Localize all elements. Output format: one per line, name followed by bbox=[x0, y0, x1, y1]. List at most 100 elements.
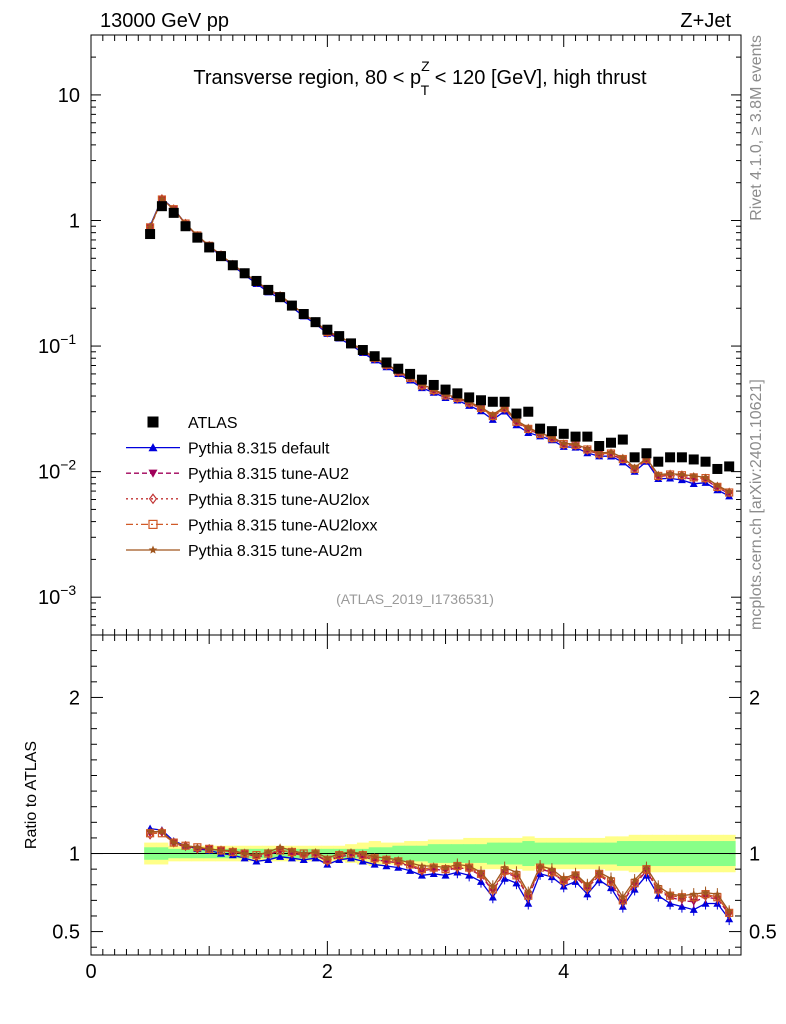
ratio-y-tick-label-left: 1 bbox=[69, 844, 80, 866]
atlas-data-point bbox=[239, 268, 250, 279]
main-point-pythia-8-315-tune-au2m bbox=[607, 448, 615, 456]
ratio-point-pythia-8-315-tune-au2m bbox=[713, 890, 722, 898]
main-axis-ticks bbox=[90, 34, 742, 636]
atlas-data-point bbox=[334, 331, 345, 342]
legend-marker bbox=[148, 519, 158, 530]
main-series-group bbox=[145, 194, 735, 500]
atlas-data-point bbox=[168, 207, 179, 218]
ratio-point-pythia-8-315-tune-au2m bbox=[347, 848, 355, 856]
atlas-data-point bbox=[724, 461, 735, 472]
ratio-point-pythia-8-315-tune-au2m bbox=[465, 862, 473, 870]
main-point-pythia-8-315-tune-au2m bbox=[548, 432, 556, 441]
ratio-point-pythia-8-315-tune-au2m bbox=[619, 893, 627, 901]
main-point-pythia-8-315-tune-au2m bbox=[489, 410, 497, 418]
ratio-y-axis-label: Ratio to ATLAS bbox=[23, 741, 40, 849]
main-point-pythia-8-315-tune-au2m bbox=[595, 449, 603, 457]
ratio-point-pythia-8-315-tune-au2m bbox=[453, 860, 462, 868]
ratio-point-pythia-8-315-tune-au2m bbox=[642, 863, 651, 871]
atlas-data-point bbox=[688, 454, 699, 465]
atlas-data-point bbox=[606, 437, 616, 448]
ratio-panel: 0.5 0.5 1 1 2 2 0 2 4 Ratio to ATLAS bbox=[23, 634, 777, 983]
atlas-data-point bbox=[629, 452, 640, 463]
ratio-point-pythia-8-315-tune-au2m bbox=[181, 841, 190, 849]
main-point-pythia-8-315-tune-au2m bbox=[512, 416, 521, 424]
x-tick-label: 0 bbox=[85, 961, 96, 983]
ratio-point-pythia-8-315-default bbox=[406, 866, 415, 874]
x-tick-label: 2 bbox=[322, 961, 333, 983]
main-point-pythia-8-315-tune-au2m bbox=[713, 481, 722, 489]
ratio-point-pythia-8-315-tune-au2m bbox=[701, 888, 710, 896]
ratio-point-pythia-8-315-tune-au2m bbox=[607, 874, 615, 882]
atlas-data-point bbox=[346, 338, 356, 349]
main-point-pythia-8-315-tune-au2m bbox=[158, 195, 166, 203]
atlas-data-point bbox=[653, 456, 664, 467]
atlas-data-point bbox=[204, 242, 215, 253]
ratio-point-pythia-8-315-tune-au2m bbox=[193, 843, 202, 851]
atlas-data-point bbox=[298, 309, 309, 320]
ratio-y-tick-label-right: 0.5 bbox=[749, 922, 777, 944]
ratio-point-pythia-8-315-tune-au2lox bbox=[418, 865, 426, 876]
main-point-pythia-8-315-tune-au2m bbox=[583, 444, 592, 452]
atlas-data-point bbox=[275, 292, 286, 303]
ratio-point-pythia-8-315-tune-au2m bbox=[583, 880, 592, 888]
ratio-point-pythia-8-315-default bbox=[441, 871, 450, 879]
ratio-y-tick-label-left: 0.5 bbox=[52, 922, 80, 944]
atlas-data-point bbox=[511, 408, 522, 419]
ratio-y-tick-label-right: 1 bbox=[749, 844, 760, 866]
main-point-pythia-8-315-tune-au2m bbox=[689, 471, 698, 480]
atlas-data-point bbox=[263, 284, 274, 295]
ratio-point-pythia-8-315-tune-au2m bbox=[158, 827, 166, 835]
ratio-point-pythia-8-315-default bbox=[276, 852, 285, 860]
legend-marker bbox=[148, 493, 158, 505]
ratio-frame bbox=[90, 634, 742, 956]
main-point-pythia-8-315-tune-au2m bbox=[146, 222, 154, 231]
ratio-point-pythia-8-315-tune-au2m bbox=[630, 876, 639, 884]
atlas-data-point bbox=[546, 426, 557, 437]
main-point-pythia-8-315-tune-au2m bbox=[619, 453, 627, 461]
main-y-tick-label: 10−3 bbox=[38, 582, 76, 609]
main-y-tick-label: 1 bbox=[69, 210, 80, 232]
legend-label: Pythia 8.315 tune-AU2 bbox=[188, 466, 349, 483]
ratio-point-pythia-8-315-tune-au2m bbox=[323, 854, 332, 862]
main-point-pythia-8-315-tune-au2m bbox=[477, 403, 485, 411]
atlas-data-point bbox=[322, 324, 333, 335]
atlas-data-point bbox=[428, 379, 439, 390]
ratio-point-pythia-8-315-tune-au2m bbox=[512, 868, 521, 876]
atlas-data-point bbox=[416, 374, 427, 385]
legend-label: Pythia 8.315 tune-AU2loxx bbox=[188, 517, 377, 534]
ratio-point-pythia-8-315-tune-au2m bbox=[169, 838, 178, 846]
analysis-watermark: (ATLAS_2019_I1736531) bbox=[336, 591, 494, 607]
ratio-point-pythia-8-315-tune-au2m bbox=[264, 848, 273, 856]
ratio-point-pythia-8-315-tune-au2m bbox=[725, 907, 733, 915]
atlas-data-point bbox=[558, 428, 569, 439]
main-point-pythia-8-315-tune-au2m bbox=[524, 423, 533, 431]
ratio-point-pythia-8-315-tune-au2m bbox=[382, 854, 391, 862]
atlas-data-point bbox=[617, 434, 628, 445]
main-point-pythia-8-315-tune-au2m bbox=[666, 469, 674, 477]
legend-label: Pythia 8.315 tune-AU2lox bbox=[188, 492, 369, 509]
ratio-point-pythia-8-315-default bbox=[264, 855, 273, 863]
ratio-point-pythia-8-315-tune-au2m bbox=[429, 862, 438, 870]
ratio-point-pythia-8-315-tune-au2m bbox=[217, 846, 225, 854]
atlas-data-point bbox=[700, 456, 711, 467]
x-tick-labels: 0 2 4 bbox=[85, 961, 569, 983]
main-point-pythia-8-315-tune-au2m bbox=[559, 439, 568, 447]
legend-entry-atlas: ATLAS bbox=[147, 415, 238, 432]
atlas-data-point bbox=[476, 395, 486, 406]
atlas-data-point bbox=[192, 232, 203, 243]
ratio-line-pythia-8-315-tune-au2 bbox=[150, 832, 730, 915]
legend-label: Pythia 8.315 tune-AU2m bbox=[188, 543, 362, 560]
legend-entry-pythia-8-315-tune-au2lox: Pythia 8.315 tune-AU2lox bbox=[126, 492, 369, 509]
main-point-pythia-8-315-tune-au2m bbox=[654, 470, 663, 478]
atlas-data-point bbox=[286, 300, 297, 311]
legend-entry-pythia-8-315-tune-au2loxx: Pythia 8.315 tune-AU2loxx bbox=[126, 517, 377, 534]
atlas-data-point bbox=[641, 448, 652, 459]
main-point-pythia-8-315-tune-au2m bbox=[678, 470, 686, 478]
ratio-point-pythia-8-315-tune-au2m bbox=[311, 848, 320, 856]
ratio-point-pythia-8-315-tune-au2m bbox=[335, 849, 343, 857]
legend-label: Pythia 8.315 default bbox=[188, 441, 330, 458]
rivet-version-label: Rivet 4.1.0, ≥ 3.8M events bbox=[748, 35, 765, 221]
ratio-point-pythia-8-315-tune-au2m bbox=[536, 862, 544, 870]
header-right: Z+Jet bbox=[680, 10, 731, 32]
